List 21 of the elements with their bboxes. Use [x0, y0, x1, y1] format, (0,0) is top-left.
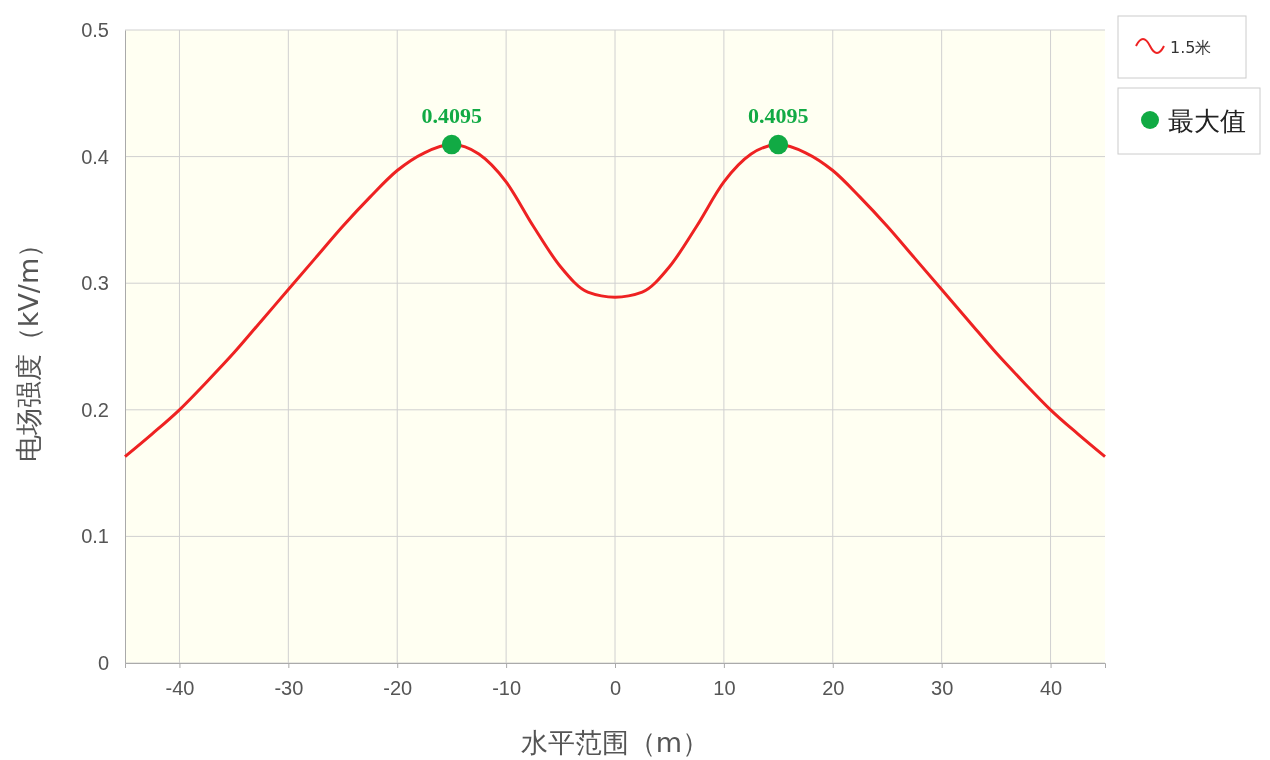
y-tick-label: 0.1: [81, 525, 109, 548]
legend-label: 1.5米: [1170, 38, 1212, 57]
data-label: 0.4095: [748, 102, 809, 128]
x-tick-label: 20: [822, 677, 845, 699]
data-label: 0.4095: [421, 102, 482, 128]
y-tick-label: 0.5: [81, 18, 109, 41]
y-tick-label: 0: [97, 651, 109, 674]
y-tick-label: 0.3: [81, 272, 109, 295]
legend-label: 最大值: [1168, 106, 1246, 136]
x-tick-label: -30: [274, 677, 304, 699]
x-tick-label: -10: [492, 677, 522, 699]
x-tick-label: 30: [931, 677, 954, 699]
x-tick-label: -40: [165, 677, 195, 699]
x-tick-label: 0: [609, 677, 622, 699]
x-tick-label: -20: [383, 677, 413, 699]
x-axis-title: 水平范围（m）: [520, 727, 710, 758]
y-axis-title: 电场强度（kV/m）: [13, 230, 44, 463]
y-tick-label: 0.2: [81, 398, 109, 421]
x-tick-label: 10: [713, 677, 736, 699]
x-tick-label: 40: [1039, 677, 1063, 699]
y-tick-label: 0.4: [81, 145, 109, 168]
